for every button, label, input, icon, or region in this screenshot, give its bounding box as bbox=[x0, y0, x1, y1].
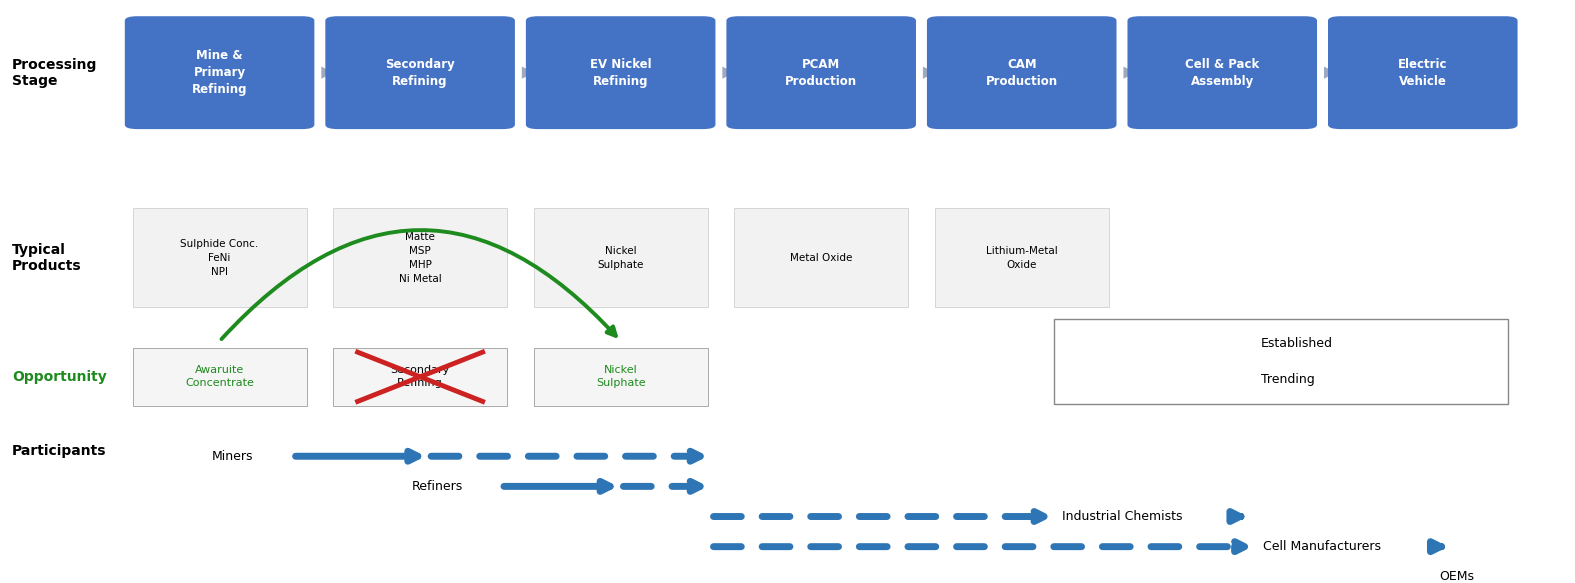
Text: Miners: Miners bbox=[211, 449, 254, 463]
Text: CAM
Production: CAM Production bbox=[986, 58, 1058, 87]
Text: Electric
Vehicle: Electric Vehicle bbox=[1399, 58, 1447, 87]
Text: Established: Established bbox=[1260, 338, 1332, 350]
Text: Lithium-Metal
Oxide: Lithium-Metal Oxide bbox=[986, 245, 1057, 269]
Text: Awaruite
Concentrate: Awaruite Concentrate bbox=[186, 365, 254, 388]
FancyBboxPatch shape bbox=[334, 347, 507, 406]
Text: Secondary
Refining: Secondary Refining bbox=[386, 58, 455, 87]
Text: Opportunity: Opportunity bbox=[13, 370, 107, 384]
Text: Processing
Stage: Processing Stage bbox=[13, 58, 98, 88]
Text: EV Nickel
Refining: EV Nickel Refining bbox=[589, 58, 652, 87]
Text: Metal Oxide: Metal Oxide bbox=[791, 252, 852, 262]
FancyBboxPatch shape bbox=[1328, 16, 1518, 129]
Text: Secondary
Refining: Secondary Refining bbox=[391, 365, 450, 388]
FancyBboxPatch shape bbox=[726, 16, 917, 129]
Text: Trending: Trending bbox=[1260, 373, 1315, 386]
FancyBboxPatch shape bbox=[1054, 319, 1509, 404]
FancyBboxPatch shape bbox=[928, 16, 1117, 129]
FancyBboxPatch shape bbox=[132, 208, 307, 307]
FancyBboxPatch shape bbox=[132, 347, 307, 406]
FancyBboxPatch shape bbox=[1128, 16, 1317, 129]
Text: Sulphide Conc.
FeNi
NPI: Sulphide Conc. FeNi NPI bbox=[181, 238, 258, 276]
FancyBboxPatch shape bbox=[936, 208, 1109, 307]
FancyBboxPatch shape bbox=[124, 16, 315, 129]
Text: PCAM
Production: PCAM Production bbox=[784, 58, 857, 87]
Text: Typical
Products: Typical Products bbox=[13, 243, 82, 273]
Text: OEMs: OEMs bbox=[1440, 570, 1474, 583]
Text: Participants: Participants bbox=[13, 444, 107, 458]
Text: Nickel
Sulphate: Nickel Sulphate bbox=[595, 365, 646, 388]
FancyBboxPatch shape bbox=[326, 16, 515, 129]
FancyBboxPatch shape bbox=[534, 208, 707, 307]
FancyBboxPatch shape bbox=[534, 347, 707, 406]
Text: Nickel
Sulphate: Nickel Sulphate bbox=[597, 245, 644, 269]
FancyBboxPatch shape bbox=[734, 208, 909, 307]
FancyBboxPatch shape bbox=[334, 208, 507, 307]
Text: Cell & Pack
Assembly: Cell & Pack Assembly bbox=[1184, 58, 1260, 87]
Text: Industrial Chemists: Industrial Chemists bbox=[1063, 510, 1183, 523]
FancyBboxPatch shape bbox=[526, 16, 715, 129]
Text: Mine &
Primary
Refining: Mine & Primary Refining bbox=[192, 49, 247, 96]
Text: Matte
MSP
MHP
Ni Metal: Matte MSP MHP Ni Metal bbox=[398, 231, 441, 283]
Text: Refiners: Refiners bbox=[413, 480, 463, 493]
Text: Cell Manufacturers: Cell Manufacturers bbox=[1263, 540, 1381, 553]
